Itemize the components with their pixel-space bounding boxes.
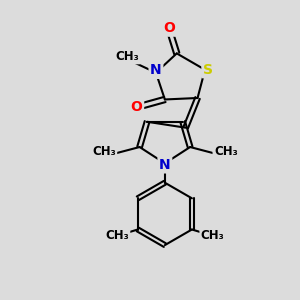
Text: CH₃: CH₃ [201,229,225,242]
Text: CH₃: CH₃ [92,145,116,158]
Text: N: N [159,158,171,172]
Text: CH₃: CH₃ [214,145,238,158]
Text: CH₃: CH₃ [116,50,140,63]
Text: O: O [131,100,142,114]
Text: CH₃: CH₃ [105,229,129,242]
Text: O: O [164,21,175,35]
Text: N: N [150,63,162,77]
Text: S: S [203,63,213,77]
